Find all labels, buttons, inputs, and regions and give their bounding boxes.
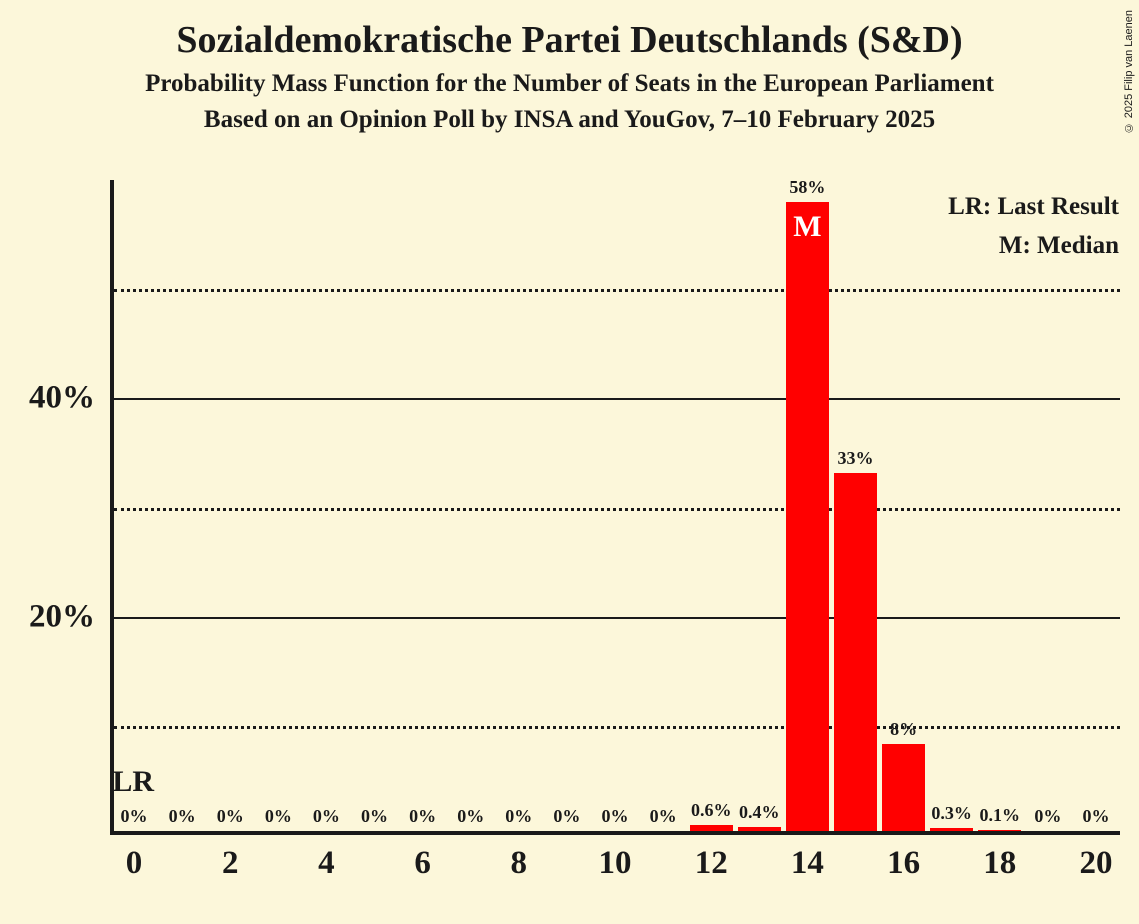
- bar-label: 0%: [1034, 806, 1061, 827]
- x-tick-label: 6: [414, 845, 431, 882]
- x-tick-label: 18: [983, 845, 1016, 882]
- x-tick-label: 4: [318, 845, 335, 882]
- bar-label: 0%: [553, 806, 580, 827]
- grid-minor: [114, 508, 1120, 511]
- y-tick-label: 20%: [0, 598, 95, 635]
- x-axis: [110, 831, 1120, 835]
- bar-seat-12: 0.6%: [690, 825, 733, 832]
- bar-label: 0.6%: [691, 800, 732, 821]
- bar-label: 0.3%: [931, 803, 972, 824]
- bar-seat-15: 33%: [834, 473, 877, 831]
- bar-label: 33%: [837, 448, 873, 469]
- bar-seat-13: 0.4%: [738, 827, 781, 831]
- bar-seat-17: 0.3%: [930, 828, 973, 831]
- bar-seat-16: 8%: [882, 744, 925, 831]
- y-tick-label: 40%: [0, 380, 95, 417]
- x-tick-label: 16: [887, 845, 920, 882]
- x-tick-label: 0: [126, 845, 143, 882]
- bar-label: 0%: [313, 806, 340, 827]
- x-tick-label: 2: [222, 845, 239, 882]
- chart-titles: Sozialdemokratische Partei Deutschlands …: [0, 0, 1139, 134]
- bar-label: 0%: [169, 806, 196, 827]
- chart-subtitle-2: Based on an Opinion Poll by INSA and You…: [0, 106, 1139, 134]
- plot-area: 0%0%0%0%0%0%0%0%0%0%0%0%0.6%0.4%58%M33%8…: [110, 180, 1120, 835]
- x-tick-label: 10: [599, 845, 632, 882]
- bar-label: 0%: [601, 806, 628, 827]
- bar-label: 0%: [217, 806, 244, 827]
- grid-minor: [114, 289, 1120, 292]
- copyright-text: © 2025 Filip van Laenen: [1123, 10, 1135, 133]
- chart-title: Sozialdemokratische Partei Deutschlands …: [0, 18, 1139, 62]
- grid-minor: [114, 726, 1120, 729]
- bar-label: 0%: [457, 806, 484, 827]
- chart-subtitle-1: Probability Mass Function for the Number…: [0, 70, 1139, 98]
- bar-label: 8%: [890, 719, 917, 740]
- bar-label: 0%: [1082, 806, 1109, 827]
- bar-label: 0.4%: [739, 802, 780, 823]
- bar-label: 0%: [265, 806, 292, 827]
- x-tick-label: 8: [511, 845, 528, 882]
- bar-label: 0%: [409, 806, 436, 827]
- x-tick-label: 12: [695, 845, 728, 882]
- grid-major: [114, 398, 1120, 400]
- bar-seat-18: 0.1%: [978, 830, 1021, 831]
- bar-label: 0.1%: [980, 805, 1021, 826]
- bar-label: 58%: [789, 177, 825, 198]
- x-tick-label: 20: [1079, 845, 1112, 882]
- bar-label: 0%: [650, 806, 677, 827]
- bar-seat-14: 58%M: [786, 202, 829, 831]
- bar-label: 0%: [505, 806, 532, 827]
- bar-label: 0%: [361, 806, 388, 827]
- pmf-bar-chart: 0%0%0%0%0%0%0%0%0%0%0%0%0.6%0.4%58%M33%8…: [110, 180, 1120, 835]
- median-marker: M: [793, 210, 821, 244]
- lr-marker: LR: [112, 765, 154, 799]
- grid-major: [114, 617, 1120, 619]
- x-tick-label: 14: [791, 845, 824, 882]
- bar-label: 0%: [121, 806, 148, 827]
